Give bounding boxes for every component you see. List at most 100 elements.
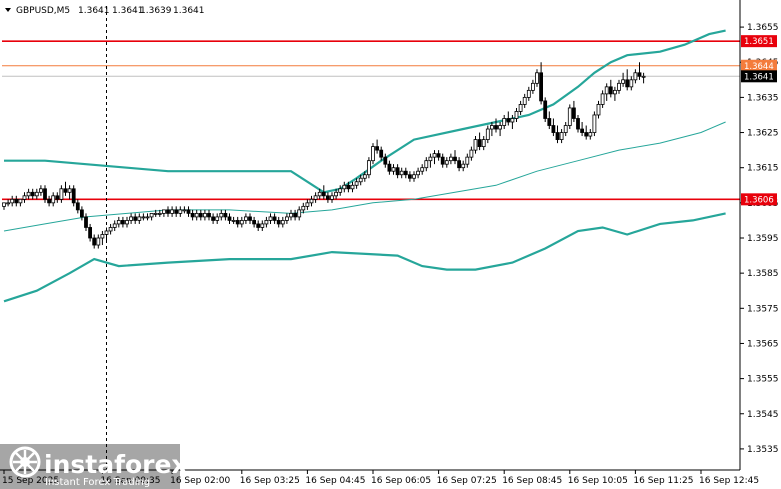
candle-body — [157, 212, 162, 215]
candle — [34, 188, 39, 200]
candle — [47, 195, 51, 207]
collapse-triangle-icon[interactable] — [5, 8, 11, 12]
candle — [305, 199, 310, 210]
candle-body — [14, 198, 19, 204]
candle — [338, 185, 343, 196]
candle-body — [63, 188, 68, 193]
candle-body — [432, 153, 437, 158]
candle-body — [125, 220, 129, 225]
time-axis: 15 Sep 2025 16 Sep 00:35 16 Sep 02:00 16 Se… — [0, 469, 759, 486]
candle — [10, 195, 15, 207]
candle-body — [284, 216, 289, 221]
time-tick-label: 16 Sep 02:00 — [170, 476, 230, 486]
candle-body — [526, 89, 531, 98]
candle-body — [346, 184, 351, 190]
candle-body — [182, 209, 187, 212]
candle — [563, 122, 568, 137]
candle — [334, 188, 339, 200]
candle — [313, 192, 318, 203]
candle-body — [555, 132, 560, 140]
candle — [625, 69, 630, 91]
candle-body — [88, 227, 92, 239]
candle-body — [75, 202, 80, 211]
candle — [469, 146, 474, 161]
candle-body — [350, 184, 355, 190]
candle-body — [362, 174, 367, 179]
candle — [6, 199, 10, 207]
candle — [629, 76, 634, 91]
candle-body — [161, 209, 166, 214]
level-label-bg — [741, 193, 777, 206]
candle — [387, 160, 392, 175]
candle-body — [112, 223, 117, 228]
candle — [506, 111, 511, 126]
candle-body — [551, 125, 556, 133]
candle — [403, 167, 408, 179]
candle — [608, 79, 613, 98]
candle — [526, 86, 531, 101]
candle — [637, 62, 642, 80]
candle — [424, 157, 429, 172]
candle — [178, 206, 183, 217]
candle — [39, 185, 43, 196]
candle-body — [420, 167, 425, 172]
price-tick-label: 1.3625 — [747, 129, 779, 139]
candle — [494, 118, 498, 133]
candle — [14, 195, 19, 207]
candle — [215, 213, 220, 224]
candle — [461, 160, 466, 172]
candle-body — [235, 220, 240, 225]
candle-body — [260, 223, 265, 228]
candle-body — [116, 220, 121, 225]
candle — [125, 216, 129, 228]
candle — [309, 195, 314, 207]
candle-body — [608, 86, 613, 95]
candle-body — [293, 212, 298, 218]
candle — [371, 143, 375, 165]
candle — [182, 206, 187, 214]
candle — [358, 174, 363, 186]
ohlc-close: 1.3641 — [173, 6, 205, 16]
candle-body — [207, 212, 211, 218]
time-tick-label: 16 Sep 10:05 — [568, 476, 628, 486]
price-tick-label: 1.3615 — [747, 164, 779, 174]
candle — [477, 132, 482, 151]
candle — [473, 136, 478, 154]
candle — [248, 213, 252, 224]
candle — [108, 223, 113, 235]
candle — [235, 216, 240, 228]
price-tick-label: 1.3555 — [747, 375, 779, 385]
candle-body — [268, 216, 273, 221]
candle — [264, 216, 269, 228]
candle-body — [30, 191, 35, 197]
candle — [412, 171, 416, 182]
candle — [186, 206, 191, 217]
candle — [580, 122, 584, 137]
candle-body — [637, 72, 642, 77]
candle-body — [613, 89, 617, 95]
candle-body — [539, 72, 543, 102]
candle-body — [379, 149, 384, 158]
ohlc-high: 1.3641 — [112, 6, 144, 16]
candle — [297, 206, 302, 221]
candle — [239, 216, 244, 228]
candle-body — [469, 149, 474, 158]
candle-body — [198, 212, 203, 218]
time-tick-label: 16 Sep 04:45 — [305, 476, 365, 486]
candle-body — [313, 195, 318, 200]
candle-body — [334, 191, 339, 197]
candle-body — [576, 118, 580, 130]
candle-body — [43, 188, 47, 200]
candle — [621, 72, 625, 87]
candle — [268, 213, 273, 224]
candle-body — [141, 216, 146, 219]
candle — [416, 167, 421, 179]
candle-body — [243, 216, 248, 221]
candle-body — [485, 128, 490, 140]
candle — [465, 153, 470, 168]
candle — [395, 164, 400, 179]
candle-body — [461, 163, 466, 169]
candle-body — [481, 139, 486, 148]
candle — [137, 213, 142, 224]
